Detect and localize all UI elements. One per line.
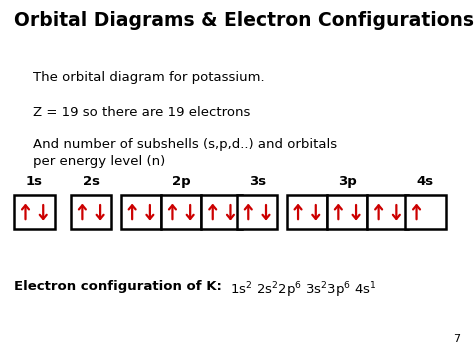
Text: And number of subshells (s,p,d..) and orbitals
per energy level (n): And number of subshells (s,p,d..) and or… (33, 138, 337, 169)
Text: Orbital Diagrams & Electron Configurations: Orbital Diagrams & Electron Configuratio… (14, 11, 474, 30)
Bar (121, 195, 161, 229)
Bar (367, 195, 408, 229)
Bar (71, 195, 111, 229)
Text: $\mathsf{1s^2\ 2s^2 2p^6\ 3s^2 3p^6\ 4s^1}$: $\mathsf{1s^2\ 2s^2 2p^6\ 3s^2 3p^6\ 4s^… (230, 280, 377, 300)
Bar (327, 195, 367, 229)
Bar (201, 195, 242, 229)
Bar (237, 195, 277, 229)
Text: 3s: 3s (248, 175, 266, 188)
Bar (287, 195, 327, 229)
Text: 2p: 2p (172, 175, 191, 188)
Text: 4s: 4s (417, 175, 434, 188)
Text: 1s: 1s (26, 175, 43, 188)
Bar (161, 195, 201, 229)
Bar (14, 195, 55, 229)
Text: 2s: 2s (83, 175, 100, 188)
Bar (405, 195, 446, 229)
Text: 7: 7 (453, 334, 460, 344)
Text: The orbital diagram for potassium.: The orbital diagram for potassium. (33, 71, 265, 84)
Text: 3p: 3p (338, 175, 356, 188)
Text: Electron configuration of K:: Electron configuration of K: (14, 280, 222, 294)
Text: Z = 19 so there are 19 electrons: Z = 19 so there are 19 electrons (33, 106, 251, 120)
